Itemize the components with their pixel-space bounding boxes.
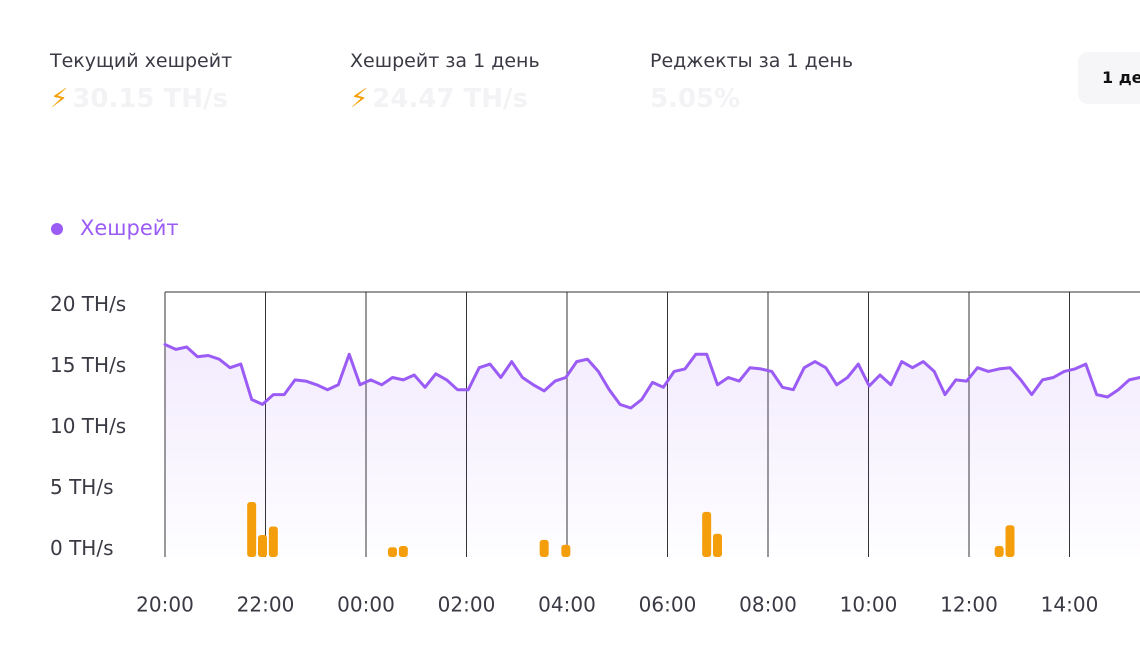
x-tick-label: 22:00 <box>237 593 295 617</box>
stat-value: ⚡ 24.47 TH/s <box>350 84 540 114</box>
x-tick-label: 12:00 <box>940 593 998 617</box>
bar <box>247 502 257 557</box>
period-button[interactable]: 1 де <box>1078 52 1140 104</box>
x-tick-label: 08:00 <box>739 593 797 617</box>
y-tick-label: 15 TH/s <box>50 353 126 377</box>
bar <box>713 533 722 557</box>
x-tick-label: 10:00 <box>840 593 898 617</box>
line <box>163 343 1140 410</box>
stat-value: 5.05% <box>650 84 853 114</box>
bar <box>1005 525 1015 557</box>
bar <box>258 535 267 557</box>
bar <box>561 544 571 557</box>
bar <box>398 546 408 557</box>
legend-marker <box>51 223 63 235</box>
legend-label: Хешрейт <box>80 216 179 240</box>
icon: ⚡ <box>350 84 369 114</box>
bar <box>994 546 1004 557</box>
bar <box>539 539 549 557</box>
x-tick-label: 14:00 <box>1041 593 1099 617</box>
bar <box>268 526 278 557</box>
x-tick-label: 06:00 <box>639 593 697 617</box>
stat: Хешрейт за 1 день ⚡ 24.47 TH/s <box>350 50 540 114</box>
stat-label: Текущий хешрейт <box>50 50 233 72</box>
y-tick-label: 0 TH/s <box>50 536 114 560</box>
x-tick-label: 02:00 <box>438 593 496 617</box>
stat-label: Реджекты за 1 день <box>650 50 854 72</box>
y-tick-label: 20 TH/s <box>50 292 126 316</box>
stat: Текущий хешрейт ⚡ 30.15 TH/s <box>50 50 232 114</box>
line-area <box>165 344 1140 557</box>
x-tick-label: 04:00 <box>538 593 596 617</box>
value: 24.47 TH/s <box>372 84 529 114</box>
stat: Реджекты за 1 день 5.05% <box>650 50 853 114</box>
y-tick-label: 5 TH/s <box>50 475 114 499</box>
bar <box>702 511 712 557</box>
stat-label: Хешрейт за 1 день <box>350 50 540 72</box>
bar <box>388 547 397 557</box>
value: 30.15 TH/s <box>72 84 229 114</box>
stat-value: ⚡ 30.15 TH/s <box>50 84 232 114</box>
value: 5.05% <box>650 84 741 114</box>
x-tick-label: 20:00 <box>136 593 194 617</box>
y-tick-label: 10 TH/s <box>50 414 126 438</box>
icon: ⚡ <box>50 84 69 114</box>
x-tick-label: 00:00 <box>337 593 395 617</box>
